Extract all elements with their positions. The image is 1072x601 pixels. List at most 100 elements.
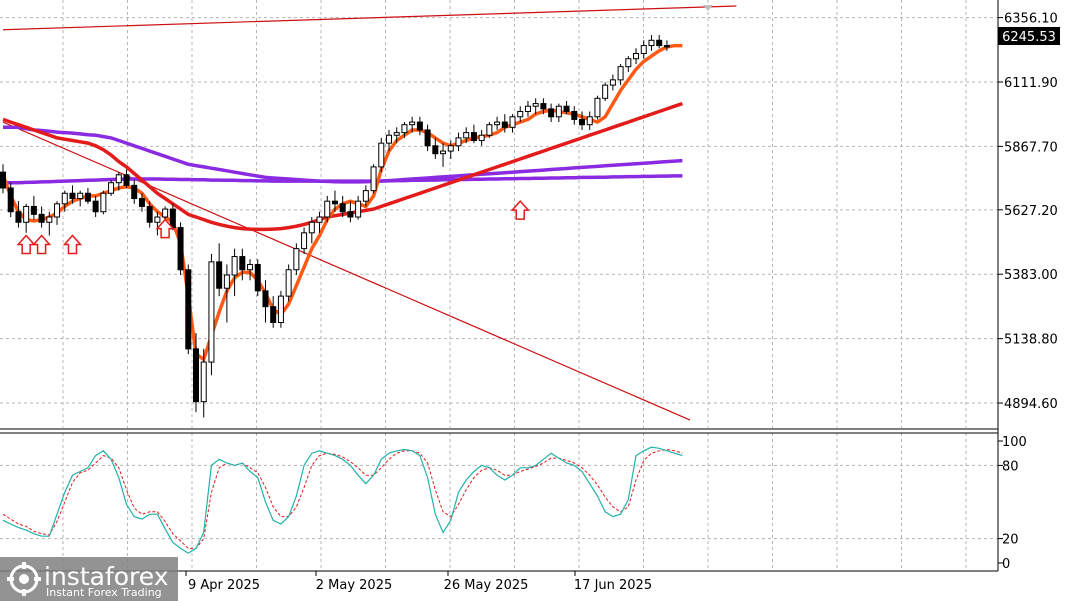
candle: [324, 195, 331, 223]
candle: [594, 95, 601, 120]
candle-body: [108, 182, 115, 194]
candle-body: [193, 348, 199, 403]
candle: [185, 264, 192, 355]
candle: [501, 114, 508, 133]
candle: [447, 140, 454, 159]
oscillator-grid: [0, 433, 998, 571]
candle: [239, 248, 246, 281]
oscillator-axis: 100 80 20 0: [998, 435, 1027, 572]
candle: [455, 132, 462, 152]
candle: [548, 103, 555, 123]
candle: [285, 264, 292, 302]
candle-body: [501, 121, 508, 128]
candle: [23, 203, 30, 233]
stochastic-main-line: [2, 446, 683, 554]
candle: [293, 243, 300, 276]
candle: [640, 40, 647, 59]
time-tick-label: 9 Apr 2025: [188, 578, 260, 593]
candle: [177, 222, 184, 276]
candle-body: [440, 150, 447, 155]
candle-body: [293, 248, 300, 271]
price-axis: 6356.10 6111.90 5867.70 5627.20 5383.00 5138.…: [998, 12, 1058, 412]
candle: [509, 114, 516, 133]
candle: [84, 187, 91, 204]
candle-body: [463, 132, 470, 139]
candle-body: [355, 200, 362, 218]
candle-body: [470, 132, 477, 142]
candle-body: [216, 261, 223, 289]
price-tick-label: 6356.10: [1004, 12, 1058, 27]
candle-body: [378, 142, 385, 168]
candle-body: [424, 129, 431, 147]
candle: [602, 82, 609, 101]
candle-body: [208, 261, 215, 363]
candle-body: [84, 192, 91, 202]
candle-body: [579, 118, 585, 126]
candle-body: [640, 45, 647, 54]
candle-body: [270, 306, 277, 323]
candle: [146, 201, 153, 228]
candle: [656, 35, 663, 49]
panel-frames: [0, 0, 999, 572]
candle: [563, 100, 570, 115]
candle: [54, 201, 61, 225]
candle: [69, 185, 76, 204]
candle: [247, 259, 254, 281]
watermark-tagline: Instant Forex Trading: [46, 586, 162, 599]
candle: [401, 122, 408, 138]
candle: [486, 122, 493, 138]
candle-body: [540, 103, 547, 110]
candle: [393, 127, 400, 144]
candle: [154, 211, 161, 236]
candle: [100, 190, 107, 215]
current-price-label: 6245.53: [1002, 30, 1056, 45]
candle: [470, 124, 477, 144]
candle: [92, 195, 99, 217]
candle: [108, 180, 115, 196]
candle-body: [177, 227, 184, 271]
candle: [579, 111, 585, 130]
candle: [478, 129, 485, 146]
candle: [216, 243, 223, 297]
candle: [77, 190, 84, 207]
candle-body: [100, 192, 107, 213]
price-tick-label: 5627.20: [1004, 204, 1058, 219]
candle: [223, 264, 230, 323]
candle: [270, 296, 277, 328]
current-price-badge: [998, 27, 1060, 45]
candle: [30, 195, 37, 220]
candle: [571, 106, 578, 125]
candle: [208, 253, 215, 376]
candle-body: [247, 263, 254, 271]
candle: [555, 103, 562, 123]
candle-body: [602, 84, 609, 99]
candle: [416, 116, 423, 136]
time-tick-label: 2 May 2025: [316, 578, 393, 593]
price-tick-label: 5383.00: [1004, 268, 1058, 283]
watermark-background: [0, 557, 178, 601]
candle-body: [393, 132, 400, 136]
ma-purple-line: [3, 125, 683, 184]
candle-body: [509, 116, 516, 128]
candle-body: [162, 208, 169, 218]
upper-trendline: [2, 5, 737, 31]
candle-body: [316, 216, 323, 223]
candle: [61, 190, 68, 212]
main-grid: [0, 0, 998, 428]
candle-body: [200, 361, 207, 403]
candle-body: [223, 274, 230, 289]
candle-body: [239, 256, 246, 271]
price-tick-label: 5138.80: [1004, 333, 1058, 348]
candle: [524, 100, 531, 117]
candle-body: [416, 121, 423, 131]
candle-body: [15, 211, 22, 223]
candle: [409, 116, 416, 133]
candle: [355, 195, 362, 220]
candle: [378, 137, 385, 173]
candle-body: [532, 103, 539, 107]
candle: [15, 201, 22, 228]
candle-body: [69, 192, 76, 200]
buy-arrow-icon: [510, 200, 530, 220]
